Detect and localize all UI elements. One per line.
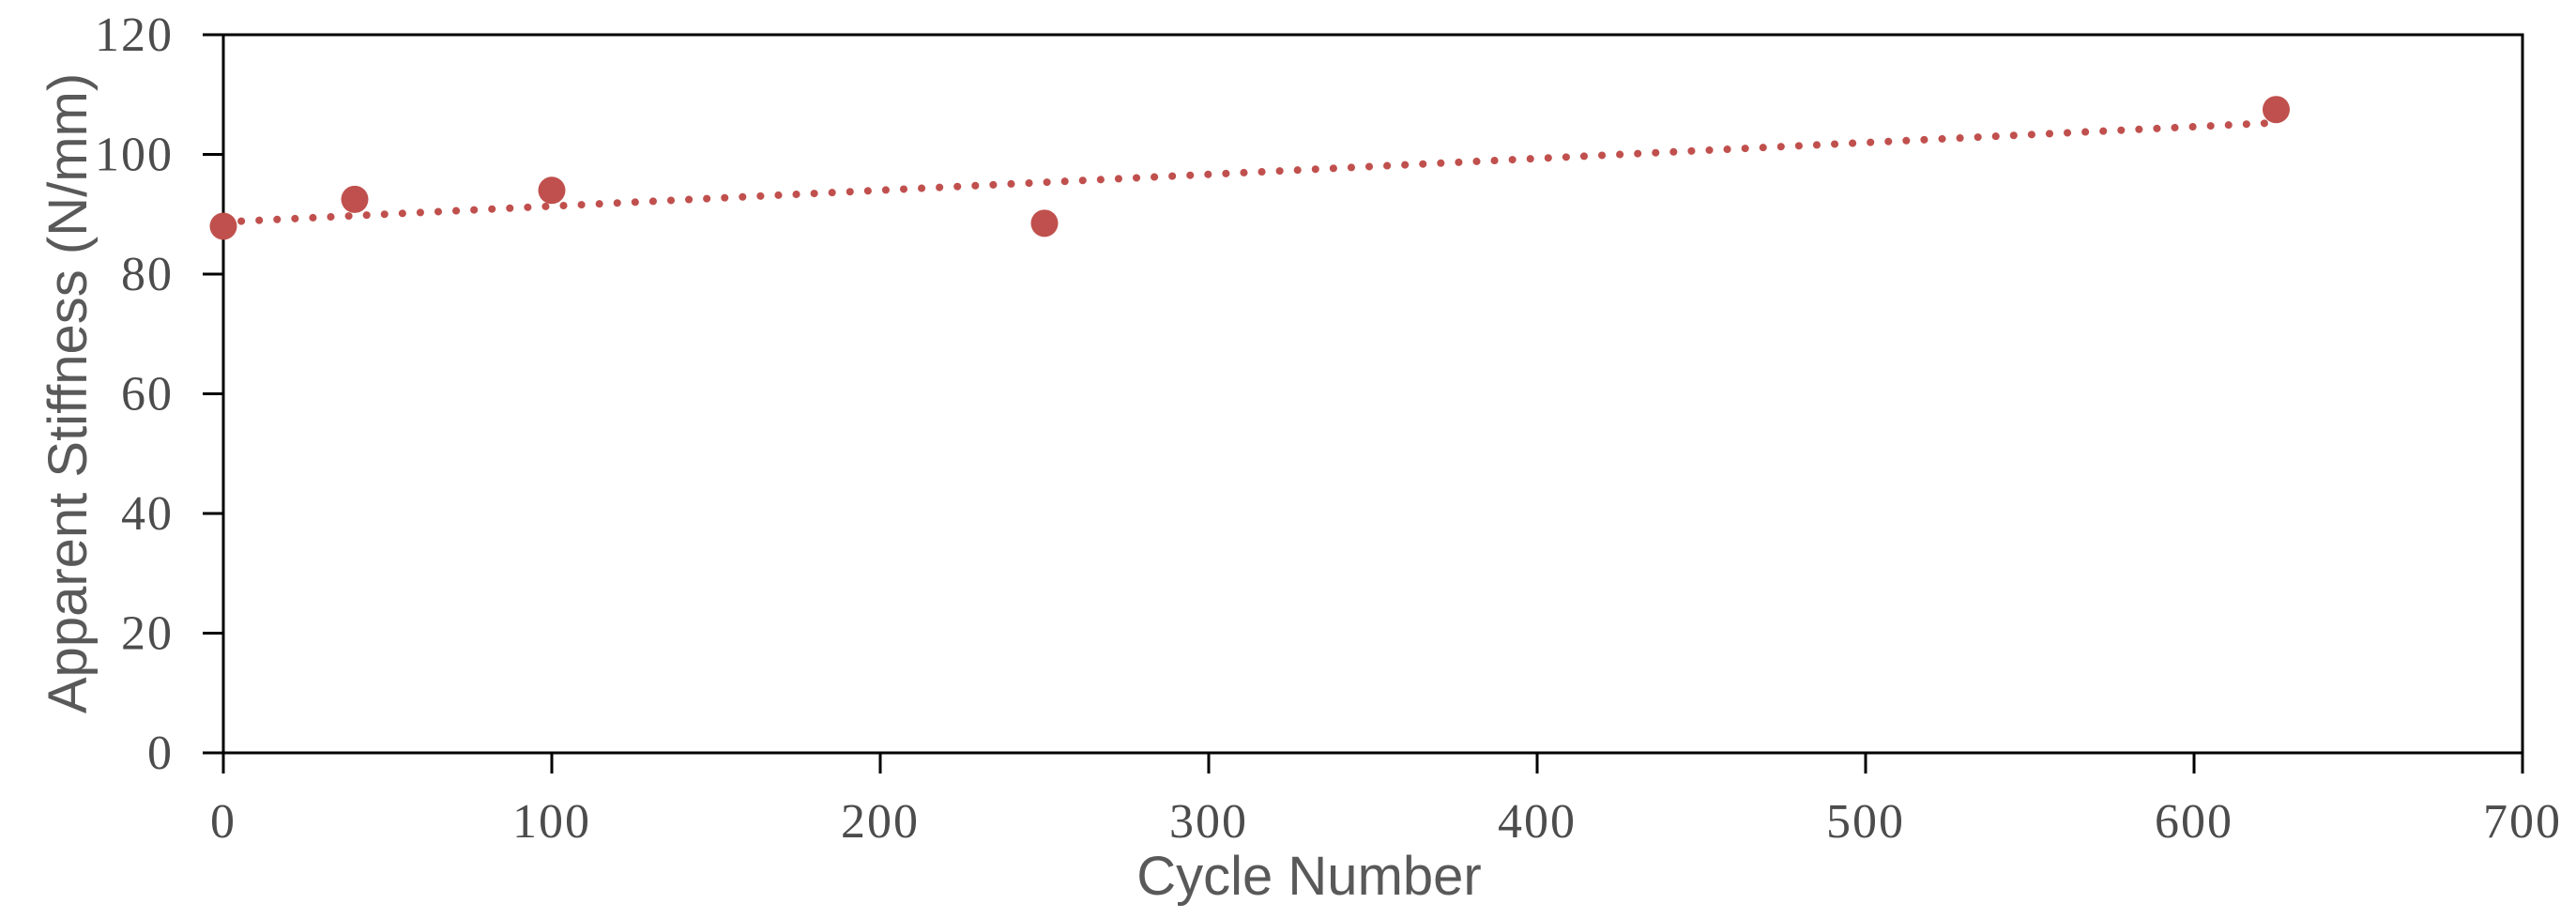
x-axis-title: Cycle Number [1136, 846, 1481, 907]
scatter-point [1030, 209, 1059, 237]
y-tick-label: 120 [95, 8, 174, 62]
x-tick-label: 300 [1169, 795, 1248, 849]
y-tick-label: 0 [147, 727, 174, 780]
y-axis-tick-labels: 0 20 40 60 80 100 120 [95, 8, 174, 780]
scatter-point [209, 212, 237, 240]
plot-area-border [221, 33, 2524, 755]
trendline-group [220, 118, 2280, 226]
y-tick-label: 100 [95, 129, 174, 182]
y-axis-ticks [203, 33, 223, 755]
scatter-point [341, 185, 369, 213]
y-axis-title: Apparent Stiffness (N/mm) [38, 73, 99, 713]
x-tick-label: 600 [2155, 795, 2233, 849]
y-tick-label: 40 [121, 487, 174, 541]
dotted-trendline [220, 118, 2280, 226]
scatter-point [2263, 96, 2290, 124]
x-axis-ticks [221, 753, 2524, 773]
x-tick-label: 0 [210, 795, 236, 849]
y-tick-label: 20 [121, 607, 174, 661]
x-tick-label: 200 [841, 795, 920, 849]
x-tick-label: 500 [1826, 795, 1905, 849]
scatter-points-group [209, 96, 2290, 240]
x-axis-tick-labels: 0 100 200 300 400 500 600 700 [210, 795, 2562, 849]
x-tick-label: 700 [2483, 795, 2562, 849]
scatter-point [538, 176, 566, 205]
x-tick-label: 100 [512, 795, 591, 849]
y-tick-label: 60 [121, 368, 174, 421]
x-tick-label: 400 [1498, 795, 1577, 849]
y-tick-label: 80 [121, 248, 174, 301]
